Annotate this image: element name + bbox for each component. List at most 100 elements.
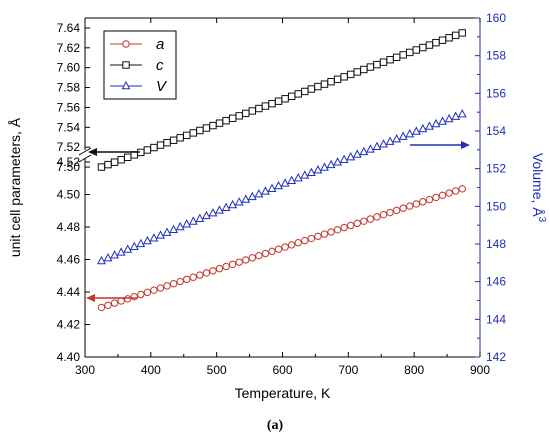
data-point-c xyxy=(432,38,440,47)
figure-caption: (a) xyxy=(267,418,284,433)
data-point-a xyxy=(327,228,335,236)
data-point-c xyxy=(209,121,217,130)
x-tick-label: 900 xyxy=(470,363,490,377)
data-point-a xyxy=(255,251,263,260)
legend: acV xyxy=(103,30,177,100)
y-left-upper-tick-label: 7.60 xyxy=(57,61,81,75)
data-point-c xyxy=(104,160,112,169)
data-point-V xyxy=(234,197,244,206)
data-point-V xyxy=(136,238,146,248)
data-point-V xyxy=(438,116,447,125)
data-point-c xyxy=(268,99,276,108)
data-point-V xyxy=(372,141,382,151)
data-point-a xyxy=(143,288,152,297)
data-point-a xyxy=(202,269,211,277)
data-point-a xyxy=(196,271,204,279)
data-point-V xyxy=(352,149,362,158)
data-point-V xyxy=(149,233,159,242)
data-point-c xyxy=(261,102,270,110)
legend-marker-c xyxy=(122,61,130,69)
data-point-c xyxy=(425,41,434,49)
data-point-c xyxy=(314,82,322,91)
y-left-lower-tick-label: 4.46 xyxy=(57,253,81,267)
data-point-V xyxy=(392,134,402,143)
data-point-c xyxy=(117,156,125,164)
data-point-V xyxy=(418,123,428,133)
data-point-V xyxy=(221,202,231,211)
legend-label-a: a xyxy=(156,36,164,53)
data-point-a xyxy=(353,219,361,228)
axis-arrow-head-c xyxy=(88,148,97,156)
y-left-upper-tick-label: 7.56 xyxy=(57,100,81,114)
legend-marker-V xyxy=(121,80,131,90)
y-axis-right-title-text: Volume, Å xyxy=(530,153,546,217)
data-point-c xyxy=(274,97,283,105)
data-point-V xyxy=(267,183,277,192)
data-point-c xyxy=(399,51,407,59)
data-point-V xyxy=(293,172,303,182)
data-point-a xyxy=(445,189,453,197)
data-point-V xyxy=(431,118,441,128)
data-point-c xyxy=(445,34,453,42)
data-point-a xyxy=(130,292,138,301)
data-point-a xyxy=(215,264,224,273)
data-point-c xyxy=(353,68,361,76)
data-point-c xyxy=(294,90,302,98)
tick-labels: 300 400 500 600 700 800 900 7.50 7.52 7.54 7.56 7.5… xyxy=(57,11,507,377)
data-point-c xyxy=(419,43,427,52)
data-point-V xyxy=(201,210,211,220)
y-left-lower-tick-label: 4.40 xyxy=(57,350,81,364)
data-point-V xyxy=(333,157,343,166)
legend-label-c: c xyxy=(156,57,164,74)
data-point-V xyxy=(215,205,224,214)
y-right-tick-label: 150 xyxy=(486,199,506,213)
data-point-a xyxy=(274,245,283,253)
data-point-V xyxy=(457,108,467,118)
y-right-tick-label: 148 xyxy=(486,237,506,251)
y-left-upper-tick-label: 7.62 xyxy=(57,41,81,55)
data-point-a xyxy=(287,241,296,249)
y-left-lower-tick-label: 4.48 xyxy=(57,220,81,234)
data-point-V xyxy=(97,255,106,265)
data-point-V xyxy=(339,154,349,163)
data-point-c xyxy=(340,73,348,81)
data-point-a xyxy=(320,230,329,238)
x-tick-label: 400 xyxy=(141,363,161,377)
data-point-c xyxy=(235,112,243,120)
data-point-c xyxy=(150,143,158,152)
data-point-a xyxy=(406,202,414,210)
data-point-V xyxy=(261,186,270,195)
data-point-V xyxy=(313,165,323,174)
data-point-V xyxy=(346,151,356,161)
data-point-c xyxy=(360,65,368,74)
data-point-a xyxy=(169,280,178,288)
data-point-c xyxy=(347,70,355,79)
x-tick-label: 800 xyxy=(404,363,424,377)
data-point-a xyxy=(307,234,316,243)
data-point-V xyxy=(424,121,434,130)
data-point-c xyxy=(143,146,152,154)
data-point-c xyxy=(228,114,237,122)
data-point-c xyxy=(242,109,250,118)
data-point-a xyxy=(373,213,381,221)
data-point-c xyxy=(379,58,388,66)
data-point-V xyxy=(444,113,454,123)
data-point-c xyxy=(386,56,394,64)
data-point-V xyxy=(142,235,152,245)
x-tick-label: 700 xyxy=(338,363,358,377)
data-point-V xyxy=(411,126,421,135)
data-point-c xyxy=(255,104,263,113)
y-left-lower-tick-label: 4.52 xyxy=(57,155,81,169)
axis-arrow-head-V xyxy=(461,141,470,149)
y-left-upper-tick-label: 7.64 xyxy=(57,21,81,35)
data-point-V xyxy=(359,146,369,156)
data-point-V xyxy=(379,139,388,148)
data-point-a xyxy=(425,195,434,204)
data-point-a xyxy=(150,286,158,294)
data-point-c xyxy=(248,107,257,115)
data-point-a xyxy=(412,200,421,208)
data-point-a xyxy=(294,239,302,247)
data-point-c xyxy=(333,75,342,83)
data-point-V xyxy=(228,199,238,209)
